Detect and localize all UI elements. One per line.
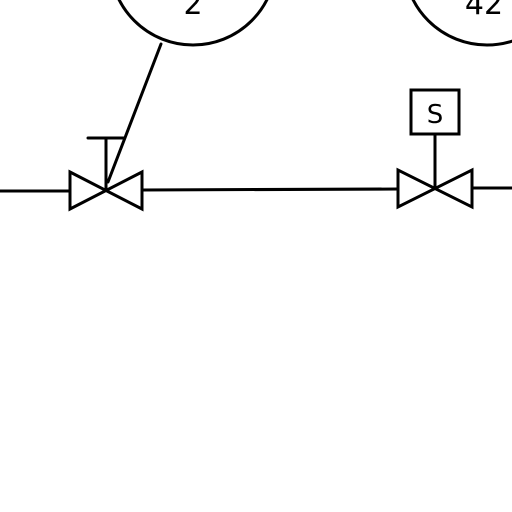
instrument-tag-right: 42 [465, 0, 503, 22]
solenoid-label: S [427, 100, 444, 130]
instrument-balloon-right: 42 [411, 0, 512, 47]
signal-line [106, 42, 163, 184]
instrument-balloon-left: 2 [117, 0, 269, 47]
process-line-middle [140, 187, 400, 192]
instrument-tag-left: 2 [183, 0, 202, 22]
solenoid-valve-right: S [396, 88, 474, 210]
control-valve-left [68, 136, 144, 212]
solenoid-box [409, 88, 461, 136]
